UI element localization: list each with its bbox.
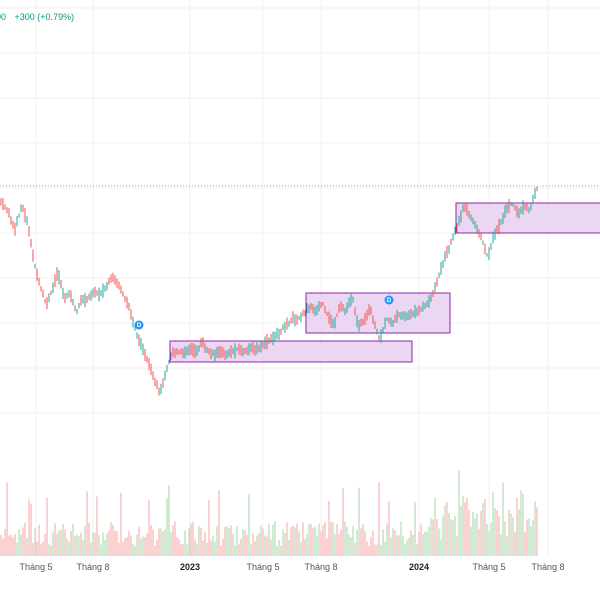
- marker-letter: D: [387, 298, 392, 304]
- prev-close-fragment: 00: [0, 12, 7, 22]
- marker-dot: [384, 295, 394, 305]
- candles-layer: [0, 186, 538, 396]
- time-axis-label[interactable]: 2023: [180, 562, 200, 572]
- price-zone-3[interactable]: [455, 202, 600, 234]
- time-axis-label[interactable]: Tháng 8: [304, 562, 337, 572]
- dividend-marker[interactable]: D: [134, 320, 144, 330]
- time-axis-label[interactable]: 2024: [409, 562, 429, 572]
- marker-dot: [134, 320, 144, 330]
- time-axis-label[interactable]: Tháng 5: [246, 562, 279, 572]
- time-axis-label[interactable]: Tháng 8: [531, 562, 564, 572]
- price-zone-2[interactable]: [305, 292, 451, 334]
- time-axis-label[interactable]: Tháng 8: [76, 562, 109, 572]
- chart-grid: [0, 0, 600, 556]
- price-change: +300 (+0.79%): [14, 12, 75, 22]
- time-axis-label[interactable]: Tháng 5: [19, 562, 52, 572]
- time-axis-label[interactable]: Tháng 5: [472, 562, 505, 572]
- price-zone-1[interactable]: [169, 340, 413, 363]
- markers-layer[interactable]: DD: [134, 295, 394, 330]
- dividend-marker[interactable]: D: [384, 295, 394, 305]
- marker-letter: D: [137, 323, 142, 329]
- symbol-header: 00 +300 (+0.79%): [0, 10, 74, 24]
- time-axis[interactable]: Tháng 5 Tháng 8 2023 Tháng 5 Tháng 8 2024 Thán…: [19, 562, 564, 572]
- volume-layer: [0, 470, 538, 556]
- zones-layer[interactable]: [169, 202, 600, 363]
